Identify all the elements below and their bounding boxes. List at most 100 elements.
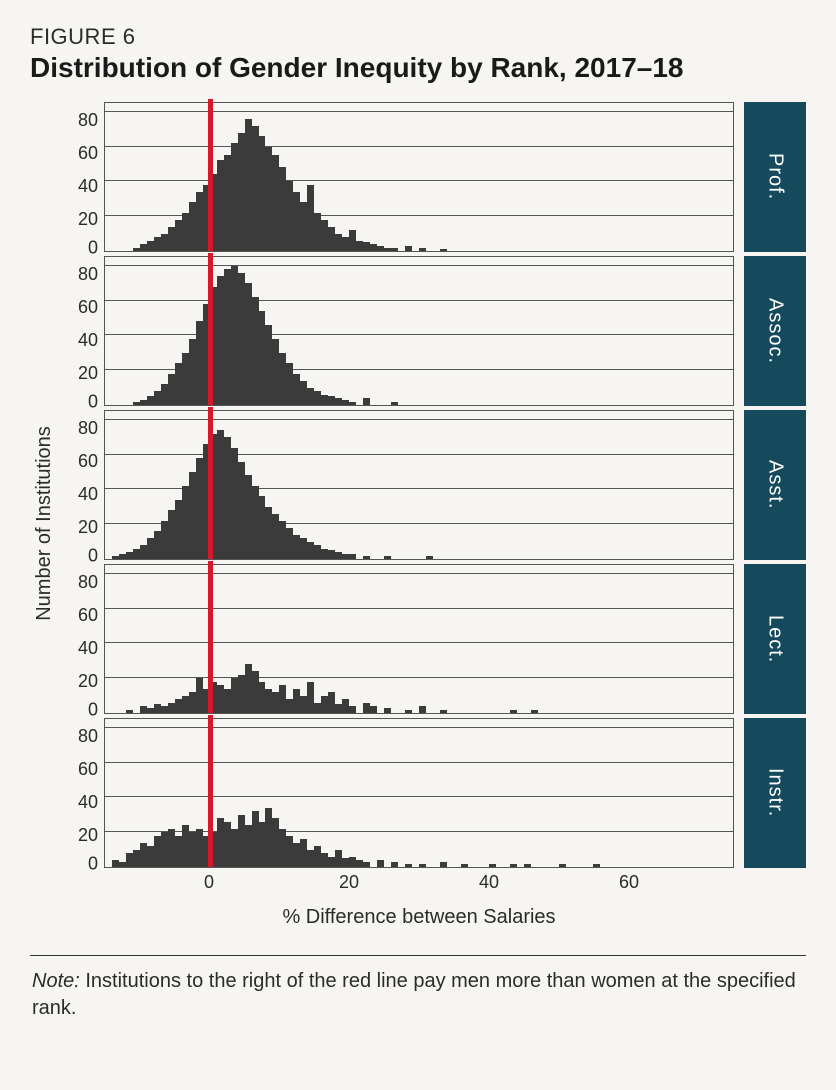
histogram-bar (245, 475, 252, 559)
histogram-bar (189, 692, 196, 713)
histogram-bar (238, 462, 245, 560)
figure-note: Note: Institutions to the right of the r… (30, 968, 806, 1022)
histogram-bar (175, 836, 182, 867)
histogram-bar (293, 535, 300, 559)
y-ticks: 806040200 (58, 102, 104, 252)
histogram-bar (126, 710, 133, 713)
histogram-bar (419, 864, 426, 867)
panel-row: 806040200 Asst. (58, 410, 806, 560)
histogram-bar (119, 862, 126, 867)
histogram-bar (265, 147, 272, 251)
histogram-bar (342, 858, 349, 867)
histogram-bar (307, 542, 314, 559)
histogram-bar (133, 402, 140, 405)
histogram-bar (238, 815, 245, 867)
histogram-bar (342, 400, 349, 405)
x-axis-row: 0204060 (58, 868, 806, 898)
histogram-bar (140, 843, 147, 867)
histogram-bar (161, 384, 168, 405)
histogram-bar (314, 846, 321, 867)
gridline (105, 762, 733, 763)
y-axis-label: Number of Institutions (33, 426, 56, 621)
gridline (105, 573, 733, 574)
y-ticks: 806040200 (58, 256, 104, 406)
histogram-bar (133, 248, 140, 251)
y-tick-label: 20 (78, 210, 98, 228)
histogram-bar (377, 246, 384, 251)
histogram-bar (245, 283, 252, 405)
histogram-bar (279, 353, 286, 405)
zero-reference-line (208, 407, 213, 559)
histogram-bar (238, 675, 245, 713)
histogram-bar (349, 402, 356, 405)
panel-row: 806040200Lect. (58, 564, 806, 714)
zero-reference-line (208, 253, 213, 405)
histogram-bar (391, 402, 398, 405)
histogram-bar (293, 843, 300, 867)
gridline (105, 608, 733, 609)
histogram-bar (405, 710, 412, 713)
figure-title: Distribution of Gender Inequity by Rank,… (30, 52, 806, 84)
histogram-bar (265, 507, 272, 559)
histogram-bar (224, 822, 231, 867)
chart-area: Number of Institutions 806040200Prof.806… (30, 102, 806, 945)
histogram-bar (593, 864, 600, 867)
y-ticks: 806040200 (58, 410, 104, 560)
y-tick-label: 20 (78, 364, 98, 382)
histogram-bar (140, 244, 147, 251)
y-tick-label: 20 (78, 672, 98, 690)
histogram-bar (265, 808, 272, 867)
y-tick-label: 60 (78, 298, 98, 316)
y-tick-label: 0 (88, 855, 98, 873)
histogram-bar (245, 664, 252, 713)
histogram-bar (426, 556, 433, 559)
panel-strip-label: Asst. (744, 410, 806, 560)
histogram-bar (279, 685, 286, 713)
histogram-bar (231, 143, 238, 251)
histogram-bar (335, 850, 342, 867)
y-tick-label: 0 (88, 547, 98, 565)
histogram-bar (300, 202, 307, 251)
histogram-bar (342, 237, 349, 251)
panel-row: 806040200Prof. (58, 102, 806, 252)
x-ticks: 0204060 (104, 868, 734, 898)
histogram-bar (147, 708, 154, 713)
y-tick-label: 60 (78, 606, 98, 624)
histogram-bar (161, 706, 168, 713)
histogram-bar (356, 241, 363, 251)
histogram-bar (196, 458, 203, 559)
histogram-bar (238, 273, 245, 405)
gridline (105, 454, 733, 455)
histogram-bar (252, 486, 259, 559)
histogram-bar (286, 181, 293, 251)
histogram-bar (252, 297, 259, 405)
histogram-bar (307, 185, 314, 251)
histogram-bar (168, 703, 175, 713)
histogram-bar (307, 682, 314, 713)
y-tick-label: 40 (78, 639, 98, 657)
histogram-bar (286, 836, 293, 867)
y-tick-label: 40 (78, 177, 98, 195)
histogram-bar (154, 391, 161, 405)
histogram-bar (489, 864, 496, 867)
zero-reference-line (208, 99, 213, 251)
histogram-bar (168, 510, 175, 559)
histogram-bar (182, 696, 189, 713)
histogram-plot (104, 102, 734, 252)
histogram-bar (259, 682, 266, 713)
histogram-bar (231, 448, 238, 559)
histogram-bar (217, 430, 224, 559)
figure-label: FIGURE 6 (30, 24, 806, 50)
histogram-bar (328, 857, 335, 867)
histogram-bar (265, 689, 272, 713)
gridline (105, 180, 733, 181)
histogram-bar (147, 241, 154, 251)
histogram-bar (231, 829, 238, 867)
histogram-bar (342, 554, 349, 559)
histogram-bar (370, 706, 377, 713)
histogram-bar (321, 220, 328, 251)
gridline (105, 642, 733, 643)
histogram-bar (224, 437, 231, 559)
histogram-bar (349, 706, 356, 713)
histogram-bar (293, 374, 300, 405)
